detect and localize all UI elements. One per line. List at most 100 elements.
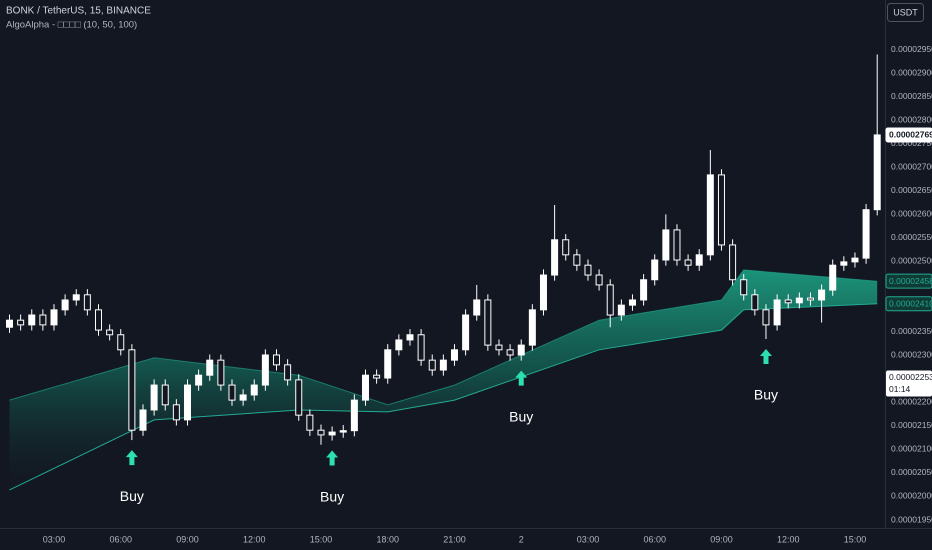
- candle-body: [551, 239, 559, 276]
- candle-body: [784, 299, 792, 304]
- band-lower-line: [9, 303, 878, 491]
- candle-body: [128, 349, 136, 431]
- candle-body: [161, 384, 169, 406]
- candle-body: [172, 404, 180, 421]
- band-upper-line: [9, 269, 878, 406]
- y-tick-label: 0.00002100: [891, 444, 932, 454]
- candle-body: [873, 134, 881, 211]
- candle-body: [584, 264, 592, 276]
- candle-body: [462, 314, 470, 351]
- band-fill: [9, 269, 878, 490]
- candle-body: [328, 431, 336, 436]
- y-tick-label: 0.00002350: [891, 326, 932, 336]
- candle-body: [651, 259, 659, 281]
- y-tick-label: 0.00002850: [891, 91, 932, 101]
- candle-body: [573, 254, 581, 266]
- x-tick-label: 06:00: [109, 534, 132, 544]
- x-tick-label: 12:00: [243, 534, 266, 544]
- y-tick-label: 0.00002950: [891, 44, 932, 54]
- x-tick-label: 15:00: [310, 534, 333, 544]
- buy-label: Buy: [509, 408, 533, 424]
- candle-body: [717, 174, 725, 246]
- candle-body: [862, 209, 870, 259]
- candle-body: [295, 379, 303, 416]
- x-tick-label: 09:00: [176, 534, 199, 544]
- candle-body: [384, 349, 392, 379]
- candle-body: [473, 299, 481, 316]
- candle-body: [751, 294, 759, 311]
- countdown-label: 01:14: [889, 384, 911, 394]
- candle-body: [61, 299, 69, 311]
- y-tick-label: 0.00002700: [891, 162, 932, 172]
- buy-arrow: [125, 450, 138, 466]
- candle-body: [640, 279, 648, 301]
- candle-body: [395, 339, 403, 351]
- candle-body: [484, 299, 492, 346]
- candle-body: [729, 244, 737, 281]
- candle-body: [428, 359, 436, 371]
- candle-body: [28, 314, 36, 326]
- currency-button[interactable]: [887, 3, 924, 22]
- y-tick-label: 0.00002800: [891, 115, 932, 125]
- candle-body: [684, 259, 692, 266]
- candle-body: [50, 309, 58, 326]
- currency-label[interactable]: USDT: [893, 7, 918, 17]
- candle-body: [217, 359, 225, 386]
- chart-title: BONK / TetherUS, 15, BINANCE: [6, 6, 151, 17]
- candle-body: [450, 349, 458, 361]
- candle-body: [195, 374, 203, 386]
- buy-arrow: [759, 348, 772, 364]
- crosshair-label: 0.00002253: [889, 372, 932, 382]
- crosshair-tag: [886, 370, 932, 397]
- candle-body: [539, 274, 547, 311]
- candle-body: [818, 289, 826, 301]
- candle-body: [628, 299, 636, 306]
- candle-body: [306, 414, 314, 431]
- buy-label: Buy: [754, 387, 778, 403]
- candle-body: [17, 319, 25, 326]
- candle-body: [673, 229, 681, 261]
- candle-body: [851, 257, 859, 263]
- x-tick-label: 21:00: [443, 534, 466, 544]
- price-tag: [885, 296, 932, 312]
- candle-body: [6, 319, 14, 328]
- y-tick-label: 0.00002200: [891, 397, 932, 407]
- candle-body: [239, 394, 247, 401]
- candle-body: [39, 314, 47, 326]
- candle-body: [439, 359, 447, 371]
- candle-body: [517, 344, 525, 356]
- candle-body: [617, 304, 625, 316]
- candle-body: [272, 354, 280, 366]
- candle-body: [562, 239, 570, 256]
- y-tick-label: 0.00002650: [891, 185, 932, 195]
- candle-body: [740, 279, 748, 296]
- y-tick-label: 0.00002550: [891, 232, 932, 242]
- candle-body: [284, 364, 292, 381]
- candle-body: [417, 334, 425, 361]
- candle-body: [662, 229, 670, 261]
- price-tag-label: 0.00002410: [889, 298, 932, 308]
- candle-body: [350, 399, 358, 432]
- candle-body: [150, 384, 158, 411]
- x-tick-label: 2: [519, 534, 524, 544]
- candle-body: [795, 297, 803, 304]
- candle-body: [773, 299, 781, 326]
- candle-body: [762, 309, 770, 326]
- buy-arrow: [515, 370, 528, 386]
- x-tick-label: 18:00: [376, 534, 399, 544]
- candle-body: [94, 309, 102, 331]
- price-tag: [885, 273, 932, 289]
- candle-body: [840, 261, 848, 266]
- candle-body: [361, 374, 369, 401]
- x-tick-label: 03:00: [43, 534, 66, 544]
- candle-body: [83, 294, 91, 311]
- candle-body: [495, 344, 503, 351]
- x-tick-label: 12:00: [777, 534, 800, 544]
- candle-body: [261, 354, 269, 386]
- candle-body: [406, 334, 414, 341]
- candle-body: [829, 264, 837, 291]
- candle-body: [606, 284, 614, 316]
- buy-label: Buy: [320, 488, 344, 504]
